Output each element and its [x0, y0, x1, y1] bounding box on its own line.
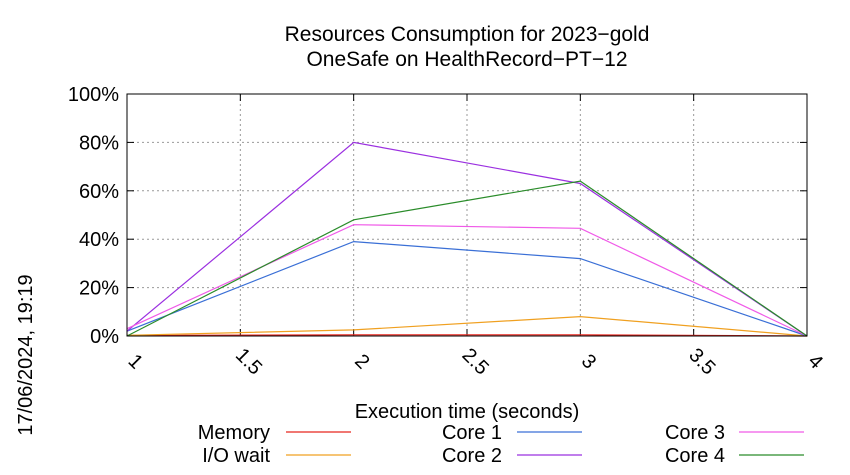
y-tick-label: 40%	[79, 229, 119, 251]
series-line-memory	[126, 334, 808, 337]
x-tick-label: 3.5	[684, 344, 719, 379]
legend-item-core-3: Core 3	[665, 422, 804, 444]
x-axis-label: Execution time (seconds)	[355, 401, 580, 423]
legend-label: Core 2	[442, 445, 502, 467]
y-tick-label: 0%	[90, 326, 119, 348]
x-tick-label: 2	[350, 350, 373, 373]
legend-label: I/O wait	[202, 445, 270, 467]
y-tick-label: 100%	[68, 84, 119, 106]
legend-item-core-2: Core 2	[442, 445, 582, 467]
x-tick-label: 1.5	[231, 344, 266, 379]
plot-frame	[126, 93, 808, 337]
x-tick-label: 2.5	[458, 344, 493, 379]
x-tick-label: 4	[804, 350, 827, 373]
grid	[127, 94, 807, 336]
legend-label: Core 1	[442, 422, 502, 444]
legend-label: Core 4	[665, 445, 725, 467]
legend-item-core-1: Core 1	[442, 422, 582, 444]
series-line-core-2	[126, 141, 808, 337]
series-line-i-o-wait	[126, 315, 808, 337]
legend-label: Core 3	[665, 422, 725, 444]
chart-title-line-1: Resources Consumption for 2023−gold	[285, 23, 650, 46]
legend-item-memory: Memory	[198, 422, 351, 444]
x-tick-label: 3	[577, 350, 600, 373]
legend-item-core-4: Core 4	[665, 445, 804, 467]
chart-title-line-2: OneSafe on HealthRecord−PT−12	[306, 48, 627, 71]
series-line-core-3	[126, 224, 808, 337]
y-tick-label: 80%	[79, 132, 119, 154]
y-tick-label: 60%	[79, 181, 119, 203]
series-lines	[126, 141, 808, 337]
series-line-core-4	[126, 180, 808, 337]
series-line-core-1	[126, 240, 808, 337]
x-axis-ticks: 1 1.5 2 2.5 3 3.5 4	[124, 94, 827, 379]
legend-label: Memory	[198, 422, 270, 444]
y-tick-label: 20%	[79, 278, 119, 300]
y-axis-ticks: 0% 20% 40% 60% 80% 100%	[68, 84, 807, 348]
x-tick-label: 1	[124, 350, 147, 373]
legend-item-i-o-wait: I/O wait	[202, 445, 351, 467]
timestamp-label: 17/06/2024, 19:19	[15, 274, 37, 435]
